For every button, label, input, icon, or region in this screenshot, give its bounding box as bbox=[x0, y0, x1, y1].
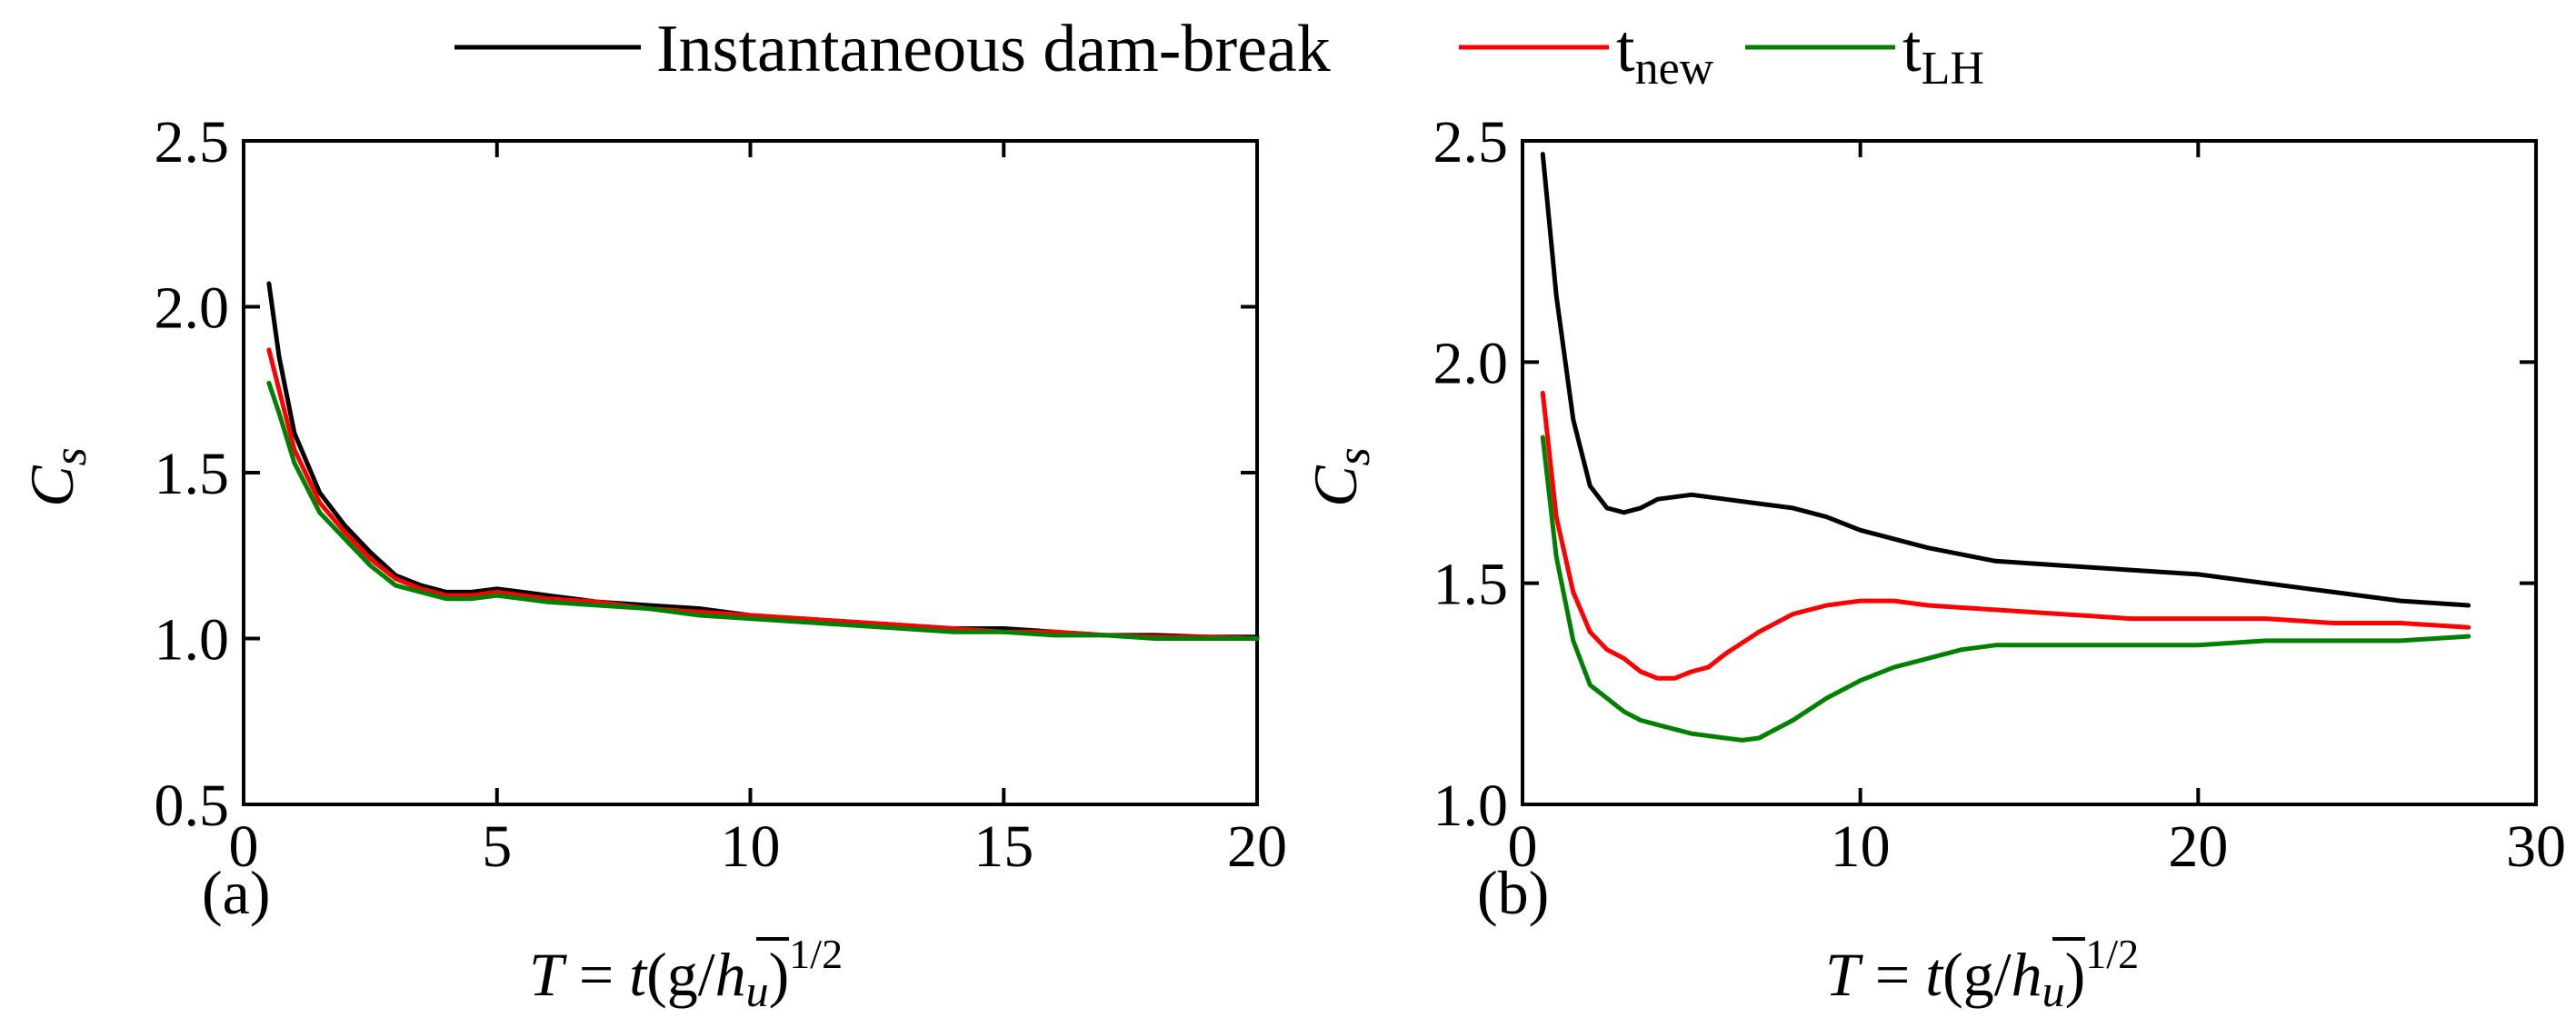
y-tick-label-a-2: 1.5 bbox=[155, 441, 230, 507]
plot-frame-b bbox=[1521, 139, 2538, 806]
panel-b: 0 10 20 30 1.0 1.5 2.0 2.5 (b) Cs T = t(g/hu)1… bbox=[1301, 109, 2566, 1016]
panel-label-a: (a) bbox=[202, 858, 270, 927]
x-tick-label-a-4: 20 bbox=[1227, 813, 1287, 880]
series-lines-a bbox=[266, 281, 1260, 641]
x-tick-label-a-1: 5 bbox=[482, 813, 512, 880]
legend-label-t-new-sub: new bbox=[1635, 43, 1714, 95]
x-axis-label-a: T = t(g/hu)1/2 bbox=[529, 931, 843, 1016]
x-tick-label-b-1: 10 bbox=[1831, 813, 1891, 880]
x-tick-label-b-2: 20 bbox=[2168, 813, 2228, 880]
svg-text:Cs: Cs bbox=[1301, 447, 1380, 507]
y-axis-label-b-main: C bbox=[1301, 465, 1370, 507]
y-tick-labels-b: 1.0 1.5 2.0 2.5 bbox=[1433, 109, 1509, 839]
y-axis-label-a: Cs bbox=[17, 447, 96, 507]
y-tick-label-a-3: 2.0 bbox=[155, 275, 230, 342]
y-tick-label-b-2: 2.0 bbox=[1433, 330, 1509, 396]
legend: Instantaneous dam-break tnew tLH bbox=[454, 12, 1984, 95]
series-line-b-t-lh bbox=[1540, 434, 2471, 743]
legend-label-t-lh: tLH bbox=[1902, 12, 1984, 95]
legend-label-t-lh-main: t bbox=[1902, 12, 1922, 86]
series-lines-b bbox=[1540, 152, 2471, 743]
x-tick-label-b-0: 0 bbox=[1508, 813, 1538, 880]
y-axis-label-b-sub: s bbox=[1328, 447, 1380, 465]
x-tick-label-b-3: 30 bbox=[2506, 813, 2566, 880]
series-line-a-t-lh bbox=[266, 380, 1260, 641]
legend-label-t-lh-sub: LH bbox=[1922, 43, 1984, 95]
y-tick-label-a-0: 0.5 bbox=[155, 773, 230, 839]
y-tick-labels-a: 0.5 1.0 1.5 2.0 2.5 bbox=[155, 109, 230, 839]
tick-marks-b bbox=[1521, 139, 2538, 806]
x-tick-label-a-3: 15 bbox=[973, 813, 1033, 880]
x-tick-labels-b: 0 10 20 30 bbox=[1508, 813, 2567, 880]
y-tick-label-b-3: 2.5 bbox=[1433, 109, 1509, 175]
x-tick-label-a-2: 10 bbox=[721, 813, 781, 880]
svg-text:Cs: Cs bbox=[17, 447, 96, 507]
y-axis-label-a-sub: s bbox=[45, 447, 96, 465]
panel-a: 0 5 10 15 20 0.5 1.0 1.5 2.0 2.5 (a) Cs T = t(g/… bbox=[17, 109, 1287, 1016]
x-tick-label-a-0: 0 bbox=[229, 813, 259, 880]
x-tick-labels-a: 0 5 10 15 20 bbox=[229, 813, 1288, 880]
x-axis-label-b: T = t(g/hu)1/2 bbox=[1825, 931, 2139, 1016]
series-line-a-instantaneous bbox=[266, 281, 1260, 640]
y-tick-label-a-4: 2.5 bbox=[155, 109, 230, 175]
series-line-b-instantaneous bbox=[1540, 152, 2471, 608]
y-tick-label-b-0: 1.0 bbox=[1433, 773, 1509, 839]
tick-marks-a bbox=[242, 139, 1259, 806]
y-axis-label-b: Cs bbox=[1301, 447, 1380, 507]
panel-label-b: (b) bbox=[1477, 858, 1549, 927]
legend-label-t-new: tnew bbox=[1616, 12, 1714, 95]
y-axis-label-a-main: C bbox=[17, 465, 86, 507]
y-tick-label-a-1: 1.0 bbox=[155, 607, 230, 674]
legend-label-instantaneous: Instantaneous dam-break bbox=[656, 12, 1331, 86]
plot-frame-a bbox=[242, 139, 1259, 806]
series-line-b-t-new bbox=[1540, 390, 2471, 681]
series-line-a-t-new bbox=[266, 347, 1260, 641]
legend-label-t-new-main: t bbox=[1616, 12, 1635, 86]
y-tick-label-b-1: 1.5 bbox=[1433, 552, 1509, 618]
